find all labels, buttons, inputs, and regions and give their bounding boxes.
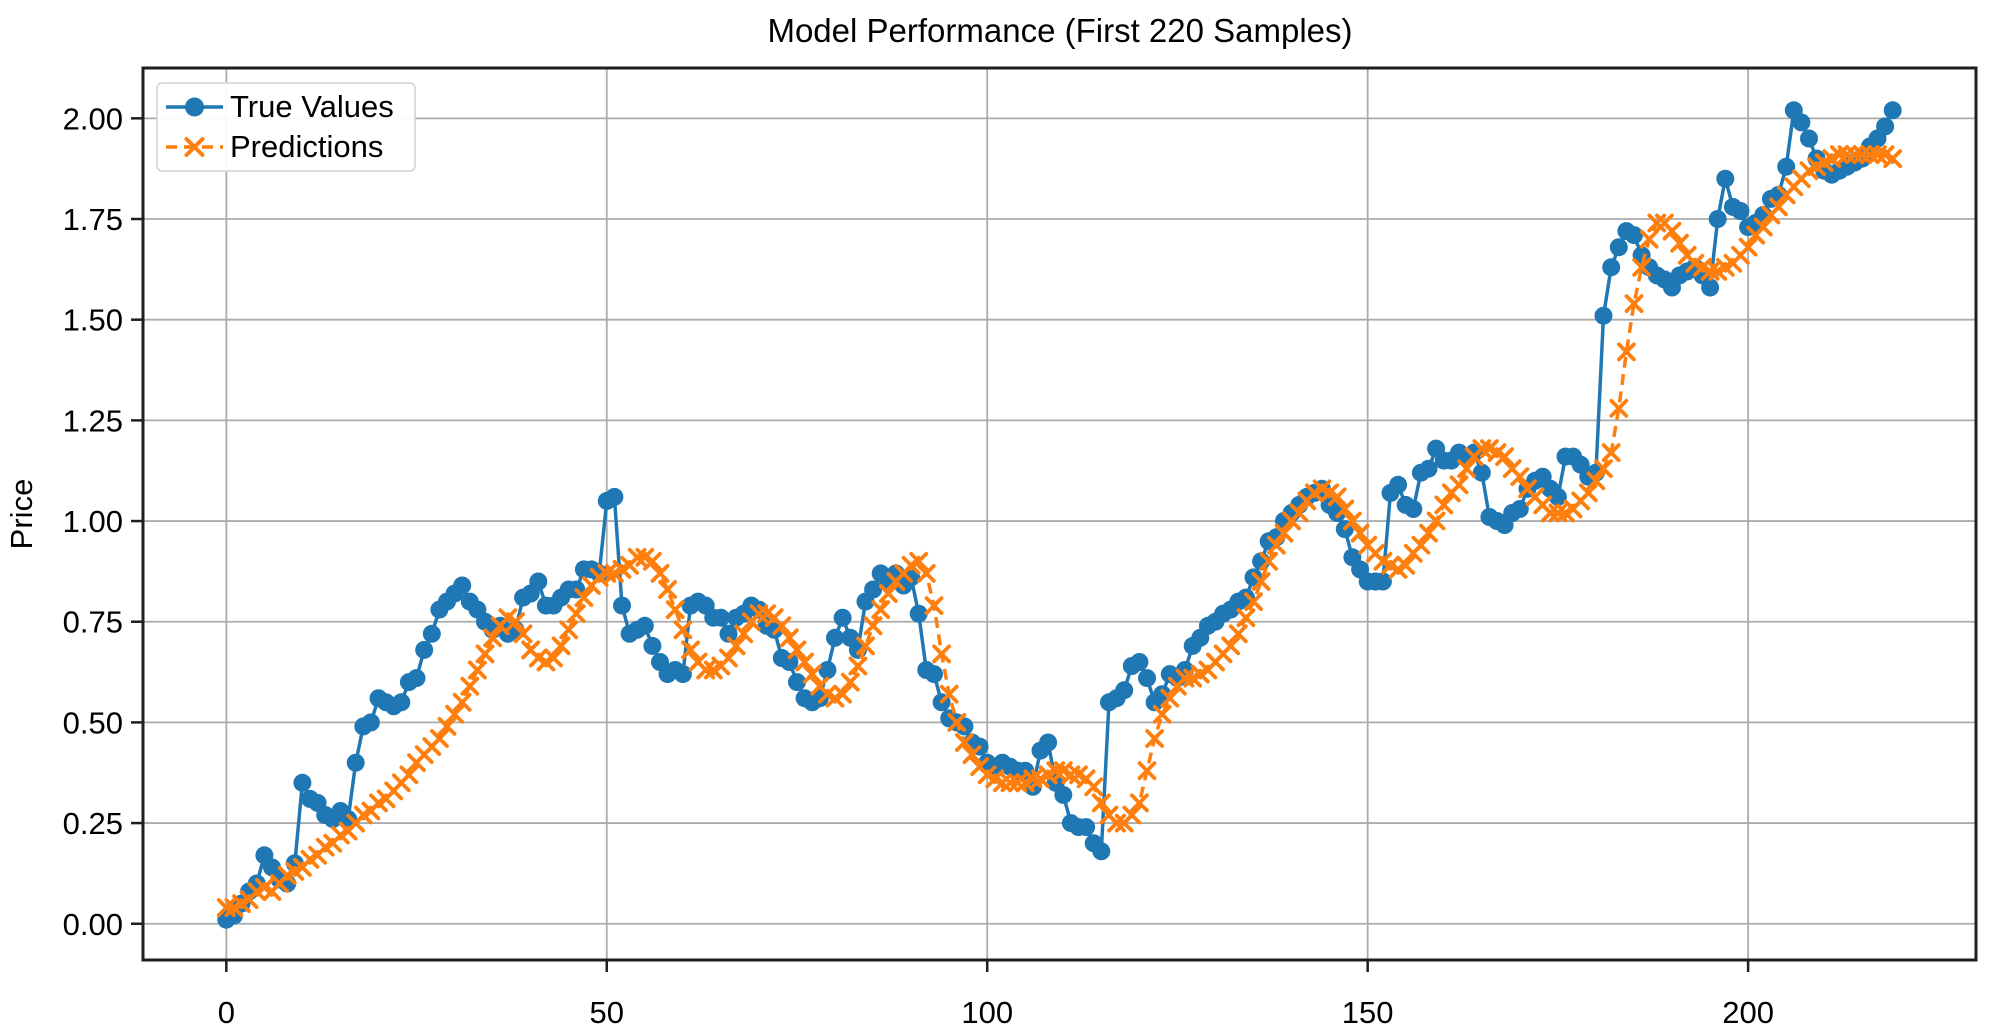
legend-predictions-marker-icon [184,137,205,157]
series-predictions [216,145,1903,917]
y-tick-label: 1.00 [63,504,123,539]
legend-item-predictions: Predictions [166,129,383,164]
plot-border [141,66,1978,962]
x-tick-label: 200 [1722,995,1774,1030]
y-tick-labels: 0.00 0.25 0.50 0.75 1.00 1.25 1.50 1.75 2.00 [63,101,143,942]
y-tick-label: 0.25 [63,806,123,841]
y-tick-label: 1.75 [63,202,123,237]
x-tick-label: 150 [1342,995,1394,1030]
legend-box [156,82,416,172]
series-markers [217,101,1902,929]
legend-predictions-label: Predictions [230,129,383,164]
series-layer [216,101,1903,929]
series-markers [216,145,1903,917]
y-tick-label: 2.00 [63,101,123,136]
x-tick-label: 50 [590,995,624,1030]
x-tick-label: 100 [961,995,1013,1030]
x-tick-label: 0 [218,995,235,1030]
y-tick-label: 1.25 [63,403,123,438]
axes-spines-and-ticks: 0 50 100 150 200 0.00 0.25 0.50 0.75 1.00 1.25 1.50… [63,66,1978,1030]
legend-true-values-label: True Values [230,89,394,124]
series-line [226,152,1894,910]
chart-title: Model Performance (First 220 Samples) [767,12,1352,49]
grid-lines [143,68,1976,960]
x-tick-labels: 0 50 100 150 200 [218,960,1774,1030]
y-axis-label: Price [4,479,39,550]
legend-true-values-marker-icon [185,97,204,117]
y-tick-label: 1.50 [63,303,123,338]
y-tick-label: 0.50 [63,705,123,740]
legend-item-true-values: True Values [166,89,394,124]
y-tick-label: 0.75 [63,605,123,640]
y-tick-label: 0.00 [63,907,123,942]
legend: True Values Predictions [156,82,416,172]
series-true-values [217,101,1902,929]
